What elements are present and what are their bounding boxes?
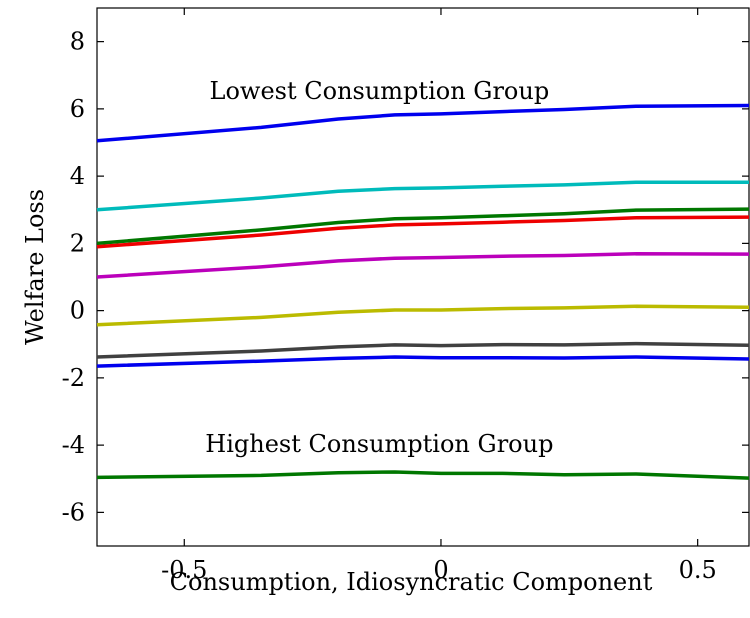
y-tick-label: 2 (70, 229, 85, 257)
series-lines (96, 103, 750, 480)
y-tick-label: -2 (62, 364, 85, 392)
plot-area: -6 -4 -2 0 2 4 6 8 -0.5 0 0.5 Lowest Consumption … (62, 7, 750, 584)
series-line-2 (96, 180, 749, 212)
series-line-6 (96, 304, 750, 327)
x-tick-label: -0.5 (161, 556, 207, 584)
y-tick-label: 0 (70, 297, 85, 325)
series-line-1 (96, 103, 750, 143)
x-axis-ticks: -0.5 0 0.5 (161, 8, 717, 584)
y-tick-label: -6 (62, 498, 85, 526)
series-line-3 (96, 207, 750, 246)
series-line-9 (96, 470, 750, 480)
series-line-5 (96, 252, 750, 279)
series-line-4 (96, 215, 750, 249)
annotation-1: Lowest Consumption Group (210, 77, 550, 105)
y-axis-ticks: -6 -4 -2 0 2 4 6 8 (62, 28, 749, 526)
y-tick-label: 6 (70, 95, 85, 123)
x-tick-label: 0 (433, 556, 448, 584)
y-axis-title: Welfare Loss (21, 189, 49, 345)
y-tick-label: 4 (70, 162, 85, 190)
series-line-7 (96, 341, 750, 359)
x-axis-title: Consumption, Idiosyncratic Component (170, 568, 653, 596)
series-line-8 (96, 355, 750, 368)
x-tick-label: 0.5 (679, 556, 717, 584)
annotations: Lowest Consumption Group Highest Consumpt… (205, 77, 553, 458)
y-tick-label: -4 (62, 431, 85, 459)
annotation-2: Highest Consumption Group (205, 430, 553, 458)
axes-frame (96, 7, 750, 547)
y-tick-label: 8 (70, 28, 85, 56)
